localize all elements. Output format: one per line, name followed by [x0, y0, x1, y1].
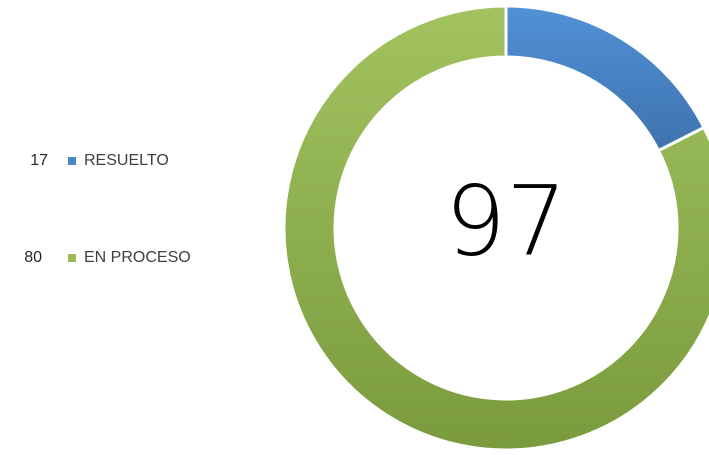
legend-swatch: [68, 254, 76, 262]
donut-segment: [504, 4, 706, 153]
donut-segment: [282, 4, 709, 452]
legend-value: 17: [30, 152, 48, 169]
legend-label: RESUELTO: [84, 152, 169, 169]
legend-value: 80: [24, 249, 42, 266]
legend-label: EN PROCESO: [84, 249, 191, 266]
center-total: 97: [445, 165, 567, 277]
legend-swatch: [68, 157, 76, 165]
